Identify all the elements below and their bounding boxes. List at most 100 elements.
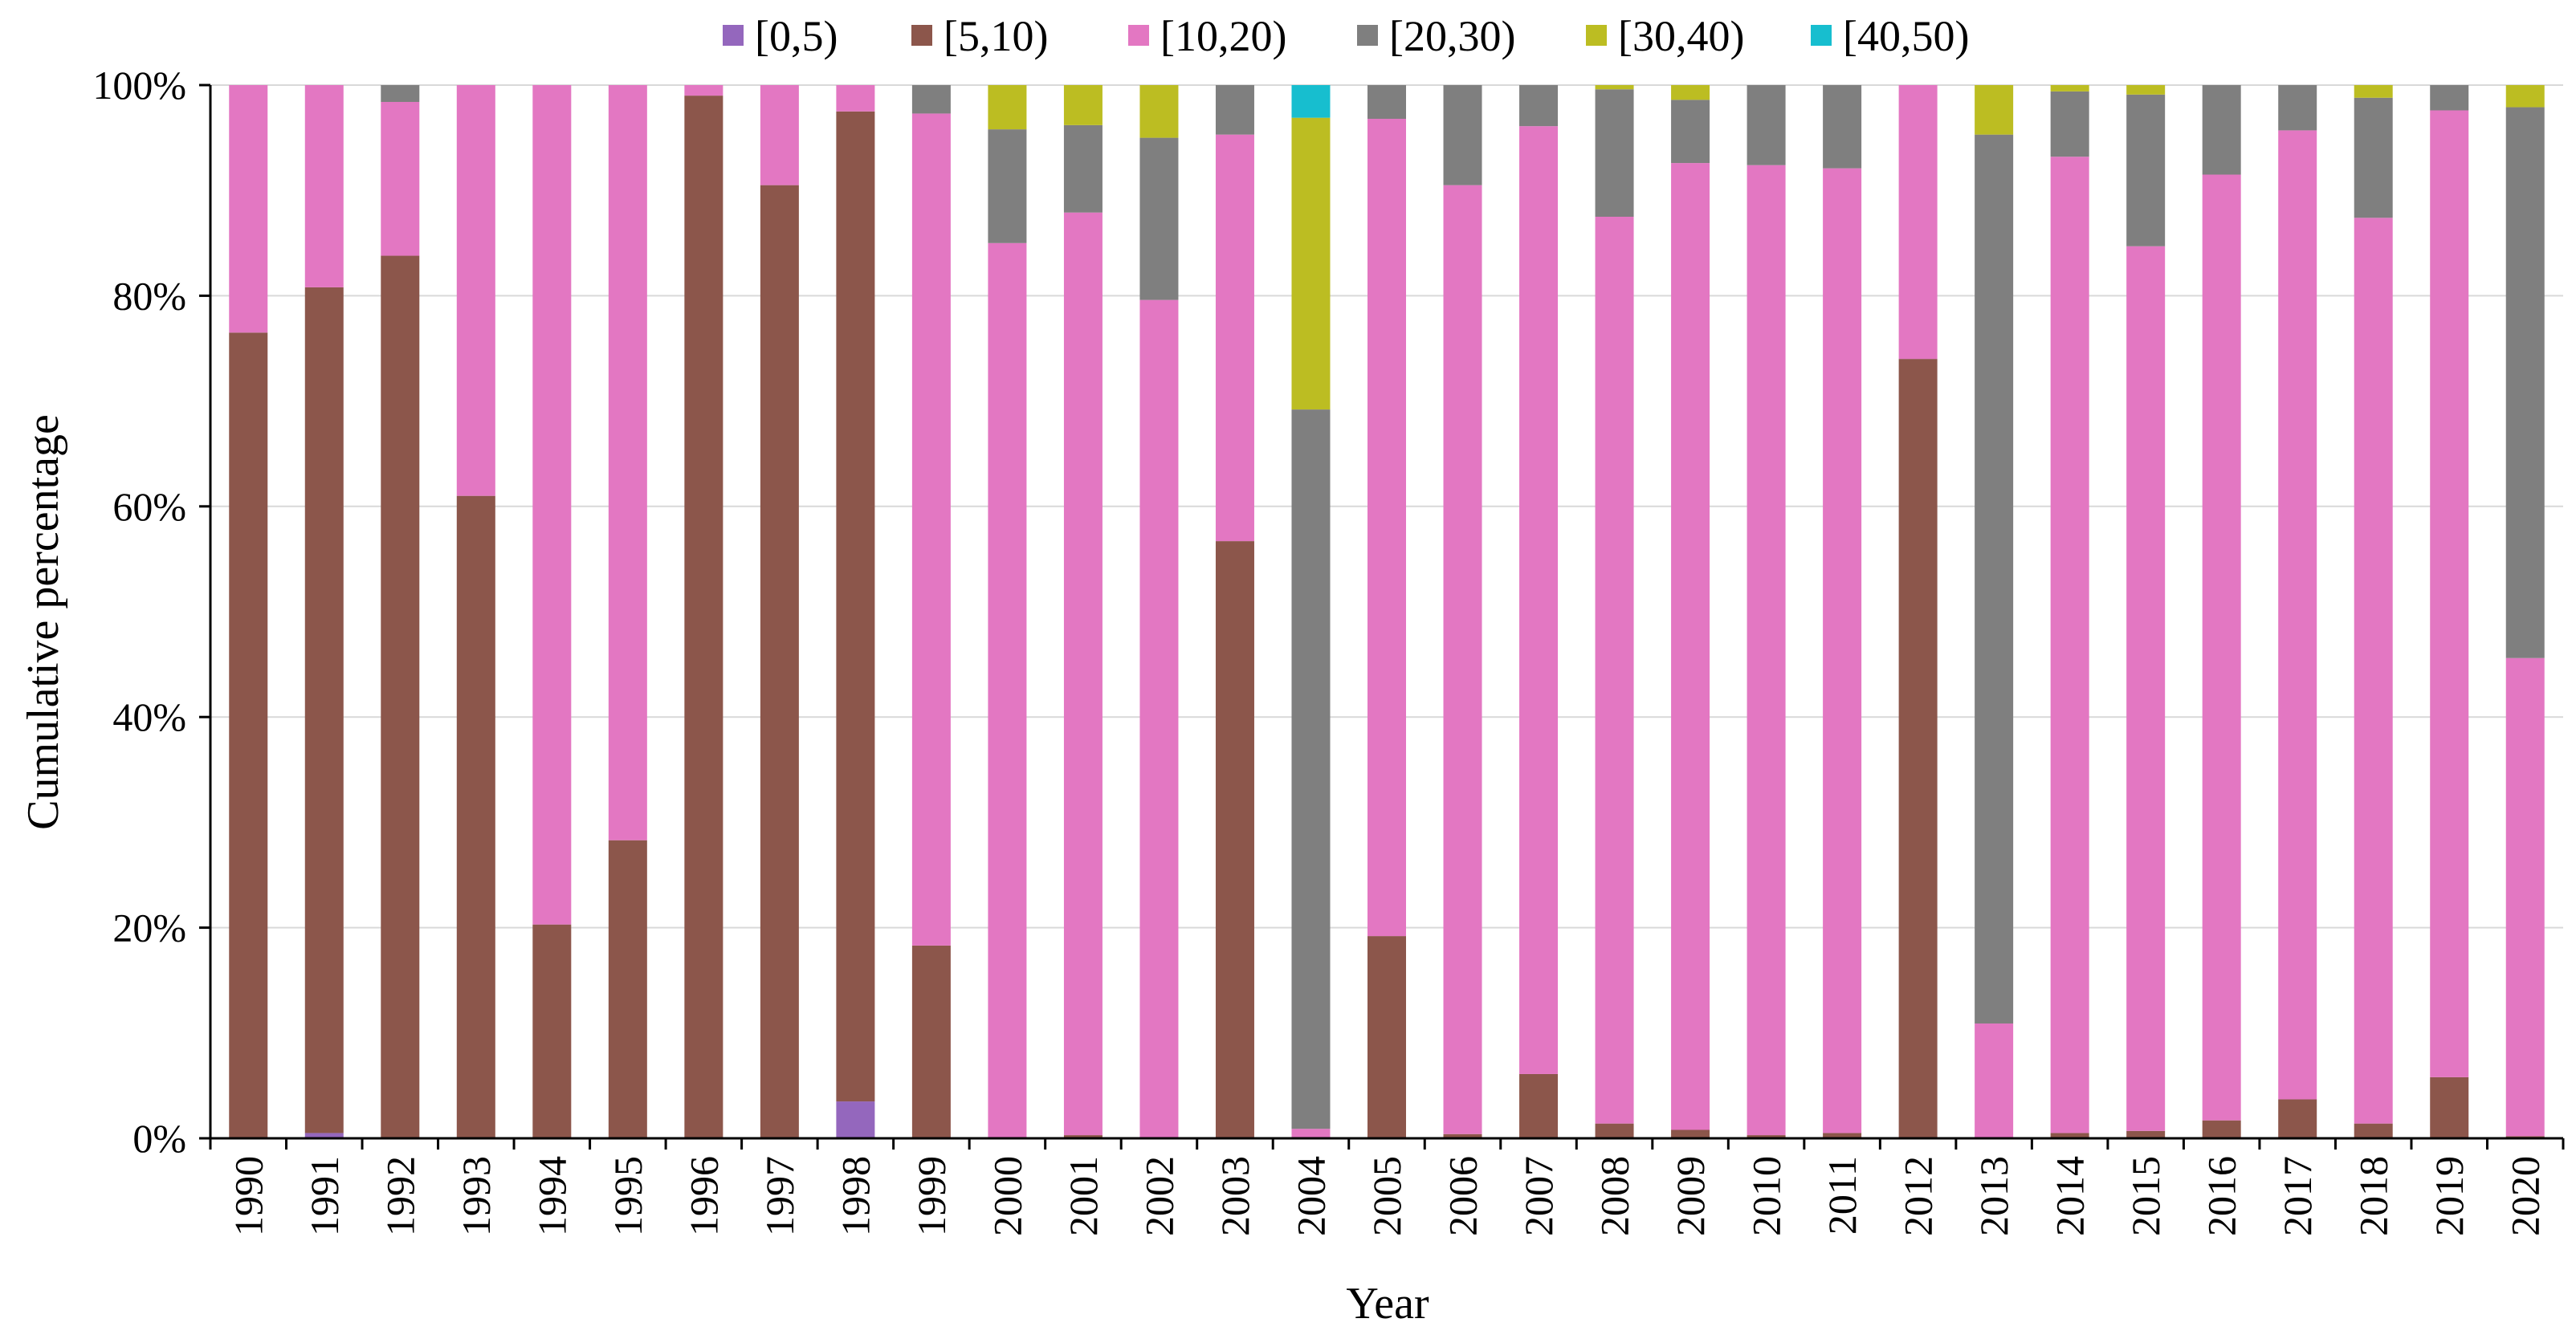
bar-segment-1998-series-1	[836, 111, 875, 1102]
bar-segment-2004-series-4	[1291, 117, 1331, 410]
y-tick-label: 60%	[112, 484, 186, 529]
legend-label-1: [5,10)	[944, 12, 1048, 60]
y-axis-title: Cumulative percentage	[18, 414, 68, 830]
x-tick-label: 1999	[909, 1156, 954, 1236]
bar-segment-2016-series-1	[2202, 1120, 2241, 1138]
y-tick-label: 100%	[92, 63, 186, 108]
bar-segment-1990-series-2	[229, 85, 268, 333]
bar-segment-2005-series-3	[1367, 85, 1406, 119]
bar-segment-2013-series-4	[1975, 85, 2014, 135]
bar-segment-1997-series-1	[760, 185, 799, 1138]
bar-segment-2000-series-4	[988, 85, 1027, 130]
legend-label-3: [20,30)	[1389, 12, 1515, 60]
x-tick-label: 2005	[1364, 1156, 1409, 1236]
bar-segment-2009-series-4	[1671, 85, 1710, 100]
bar-segment-2010-series-3	[1747, 85, 1786, 165]
bar-segment-2018-series-2	[2354, 218, 2393, 1124]
bar-segment-1990-series-1	[229, 332, 268, 1138]
bar-segment-2020-series-3	[2505, 107, 2545, 658]
x-tick-label: 2016	[2199, 1156, 2244, 1236]
bar-segment-2004-series-5	[1291, 85, 1331, 118]
bar-segment-1992-series-1	[381, 255, 420, 1139]
y-tick-label: 80%	[112, 273, 186, 318]
legend-label-2: [10,20)	[1160, 12, 1286, 60]
bar-segment-1996-series-2	[684, 85, 723, 96]
bar-segment-1995-series-1	[608, 840, 647, 1138]
bar-segment-2009-series-3	[1671, 100, 1710, 164]
x-tick-label: 2014	[2048, 1156, 2093, 1236]
bar-segment-1992-series-3	[381, 85, 420, 102]
bar-segment-2001-series-4	[1063, 85, 1103, 125]
bar-segment-2000-series-3	[988, 129, 1027, 243]
legend-swatch-3	[1357, 25, 1378, 46]
bar-segment-2014-series-2	[2050, 157, 2089, 1133]
bar-segment-2004-series-3	[1291, 409, 1331, 1129]
bar-segment-2012-series-2	[1898, 85, 1938, 360]
x-tick-label: 1992	[377, 1156, 422, 1236]
bar-segment-2003-series-3	[1215, 85, 1254, 135]
bar-segment-2002-series-2	[1139, 299, 1179, 1139]
bar-segment-1995-series-2	[608, 85, 647, 840]
x-tick-label: 1996	[681, 1156, 726, 1236]
bar-segment-2004-series-2	[1291, 1129, 1331, 1138]
bar-segment-2003-series-1	[1215, 541, 1254, 1138]
bar-segment-1993-series-1	[456, 495, 495, 1138]
bar-segment-2008-series-2	[1595, 217, 1634, 1124]
bar-segment-2002-series-4	[1139, 85, 1179, 138]
bar-segment-2014-series-1	[2050, 1133, 2089, 1138]
bar-segment-2005-series-1	[1367, 936, 1406, 1138]
bars	[229, 85, 2545, 1139]
bar-segment-2006-series-1	[1443, 1133, 1482, 1138]
bar-segment-2013-series-3	[1975, 134, 2014, 1024]
legend-label-5: [40,50)	[1843, 12, 1969, 60]
bar-segment-2001-series-1	[1063, 1135, 1103, 1138]
bar-segment-2014-series-3	[2050, 91, 2089, 157]
bar-segment-2019-series-1	[2430, 1076, 2469, 1138]
bar-segment-2019-series-3	[2430, 85, 2469, 111]
bar-segment-2005-series-2	[1367, 118, 1406, 937]
x-tick-label: 2015	[2123, 1156, 2168, 1236]
bar-segment-1999-series-2	[911, 113, 951, 946]
bar-segment-2015-series-4	[2126, 85, 2166, 95]
bar-segment-2018-series-1	[2354, 1123, 2393, 1138]
x-tick-label: 2006	[1441, 1156, 1486, 1236]
x-tick-label: 1991	[302, 1156, 347, 1236]
x-tick-label: 2003	[1213, 1156, 1257, 1236]
x-tick-label: 1994	[529, 1156, 574, 1236]
x-tick-label: 2013	[1971, 1156, 2016, 1236]
bar-segment-2016-series-3	[2202, 85, 2241, 175]
bar-segment-2015-series-3	[2126, 94, 2166, 246]
x-tick-label: 2000	[984, 1156, 1029, 1236]
bar-segment-2016-series-2	[2202, 174, 2241, 1121]
x-tick-label: 2011	[1820, 1156, 1865, 1235]
bar-segment-2007-series-1	[1519, 1073, 1559, 1138]
x-axis-title: Year	[1346, 1279, 1429, 1329]
y-tick-labels: 0% 20% 40% 60% 80% 100%	[92, 63, 186, 1161]
y-tick-label: 20%	[112, 906, 186, 950]
legend-swatch-0	[723, 25, 744, 46]
bar-segment-1996-series-1	[684, 96, 723, 1139]
x-tick-label: 2007	[1516, 1156, 1561, 1236]
bar-segment-1999-series-1	[911, 945, 951, 1138]
bar-segment-2001-series-2	[1063, 212, 1103, 1136]
bar-segment-2008-series-1	[1595, 1123, 1634, 1138]
x-tick-label: 2020	[2503, 1156, 2548, 1236]
bar-segment-1993-series-2	[456, 85, 495, 496]
x-tick-label: 1997	[757, 1156, 802, 1236]
bar-segment-1998-series-0	[836, 1101, 875, 1138]
bar-segment-2014-series-4	[2050, 85, 2089, 92]
x-tick-label: 2009	[1668, 1156, 1713, 1236]
x-tick-label: 2012	[1896, 1156, 1941, 1236]
bar-segment-2007-series-3	[1519, 85, 1559, 127]
x-tick-labels: 1990 1991 1992 1993 1994 1995 1996 1997 1998 1999…	[226, 1156, 2547, 1236]
bar-segment-2018-series-4	[2354, 85, 2393, 98]
bar-segment-2013-series-2	[1975, 1023, 2014, 1138]
bar-segment-1991-series-0	[304, 1133, 344, 1138]
x-tick-label: 2010	[1744, 1156, 1789, 1236]
bar-segment-2009-series-1	[1671, 1129, 1710, 1138]
bar-segment-1991-series-2	[304, 85, 344, 287]
bar-segment-2011-series-3	[1823, 85, 1862, 169]
legend-swatch-4	[1586, 25, 1607, 46]
bar-segment-1992-series-2	[381, 101, 420, 256]
legend-swatch-1	[911, 25, 932, 46]
